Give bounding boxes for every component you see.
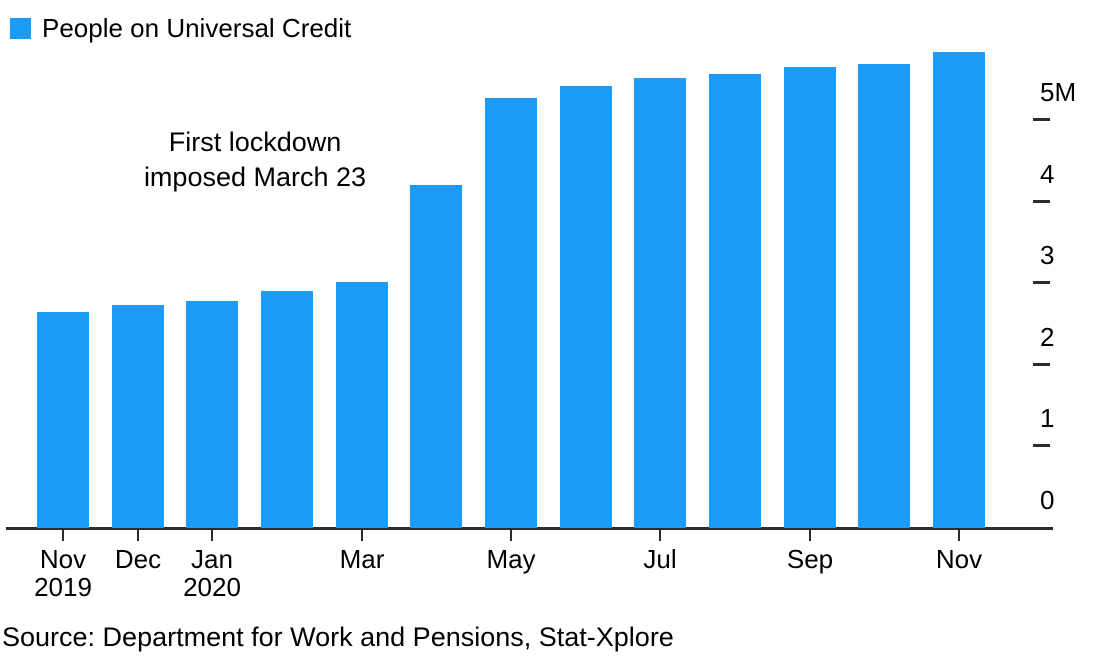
bar-may-2020	[485, 98, 537, 528]
y-axis-tick	[1033, 444, 1050, 447]
x-axis-label: Sep	[786, 544, 834, 574]
x-axis-tick	[211, 528, 213, 541]
x-axis-label: Nov	[935, 544, 983, 574]
bar-jan-2020	[186, 301, 238, 528]
x-axis-tick	[62, 528, 64, 541]
y-axis-tick	[1033, 200, 1050, 203]
y-axis-tick	[1033, 281, 1050, 284]
x-axis-label: Dec	[114, 544, 162, 574]
bar-nov-2020	[933, 52, 985, 528]
y-axis-label: 0	[1040, 485, 1055, 515]
x-axis-tick	[659, 528, 661, 541]
y-axis-label: 4	[1040, 159, 1055, 189]
bar-oct-2020	[858, 64, 910, 528]
bar-aug-2020	[709, 74, 761, 528]
x-axis-tick	[958, 528, 960, 541]
y-axis-label: 3	[1040, 240, 1055, 270]
x-axis-label: Jul	[643, 544, 677, 574]
annotation-line-2: imposed March 23	[143, 162, 367, 192]
legend-label: People on Universal Credit	[42, 13, 352, 43]
x-axis-label: May	[486, 544, 536, 574]
bar-mar-2020	[336, 282, 388, 528]
bar-apr-2020	[410, 185, 462, 528]
x-axis-line	[6, 527, 1053, 530]
bar-dec-2019	[112, 305, 164, 528]
y-axis-label: 5M	[1040, 77, 1077, 107]
x-axis-label: Mar	[339, 544, 385, 574]
annotation-line-1: First lockdown	[168, 127, 342, 157]
bar-feb-2020	[261, 291, 313, 528]
x-axis-label: Nov 2019	[34, 544, 92, 602]
bar-jul-2020	[634, 78, 686, 528]
y-axis-label: 2	[1040, 322, 1055, 352]
annotation: First lockdown imposed March 23	[115, 125, 395, 195]
x-axis-tick	[510, 528, 512, 541]
x-axis-label: Jan 2020	[183, 544, 241, 602]
bar-jun-2020	[560, 86, 612, 528]
source-text: Source: Department for Work and Pensions…	[2, 622, 674, 652]
x-axis-tick	[809, 528, 811, 541]
x-axis-tick	[137, 528, 139, 541]
x-axis-tick	[361, 528, 363, 541]
y-axis-label: 1	[1040, 403, 1055, 433]
legend-swatch-icon	[10, 17, 31, 39]
bar-sep-2020	[784, 67, 836, 528]
bar-nov-2019	[37, 312, 89, 528]
legend: People on Universal Credit	[10, 14, 351, 42]
y-axis-tick	[1033, 118, 1050, 121]
y-axis-tick	[1033, 363, 1050, 366]
